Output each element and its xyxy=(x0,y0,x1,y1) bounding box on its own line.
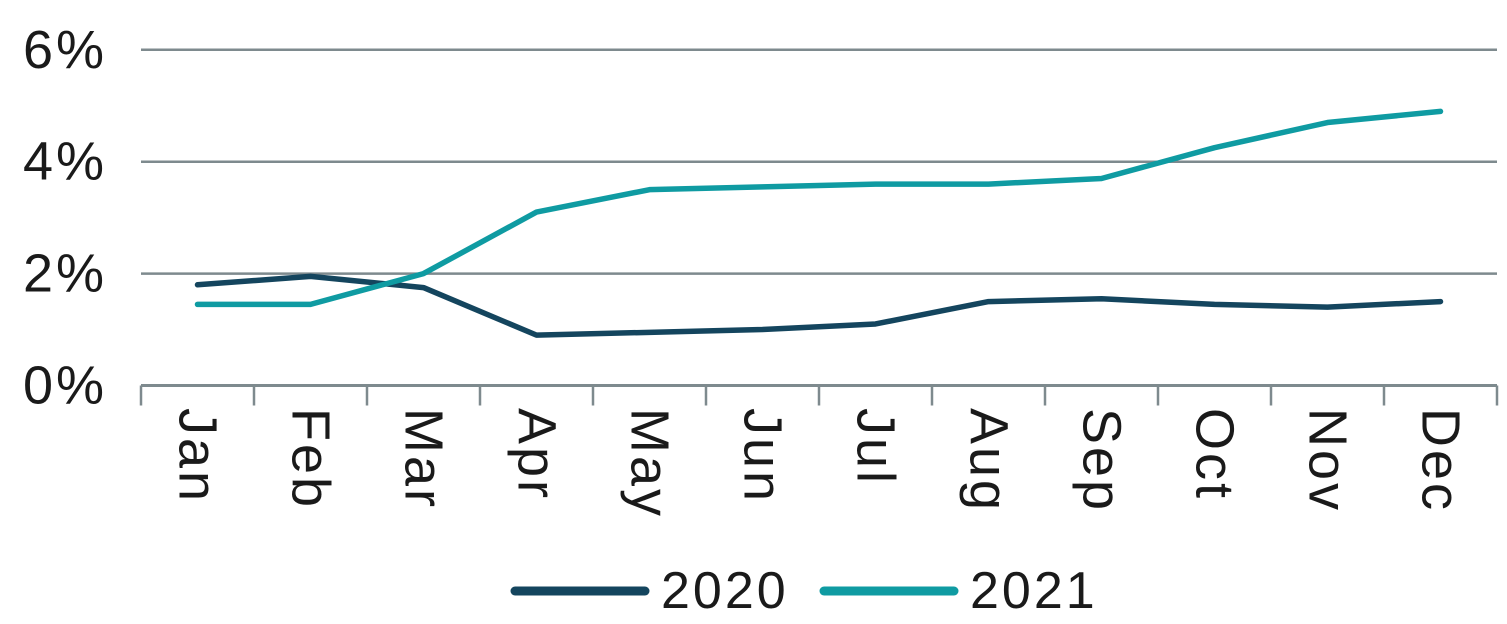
x-tick-label-Jan: Jan xyxy=(168,408,228,504)
x-tick-label-Apr: Apr xyxy=(507,408,567,501)
legend-label-2020: 2020 xyxy=(661,562,789,620)
series-line-2021 xyxy=(194,108,1444,308)
x-tick-label-Jul: Jul xyxy=(846,408,906,486)
x-tick-label-Sep: Sep xyxy=(1072,408,1132,513)
x-tick-label-Jun: Jun xyxy=(733,408,793,504)
legend-label-2021: 2021 xyxy=(970,562,1098,620)
x-tick-label-Nov: Nov xyxy=(1298,408,1358,513)
y-tick-label-6%: 6% xyxy=(23,20,107,80)
x-tick-label-May: May xyxy=(620,408,680,519)
x-tick-label-Oct: Oct xyxy=(1185,408,1245,501)
y-tick-label-4%: 4% xyxy=(23,132,107,192)
series-line-2020 xyxy=(194,273,1444,338)
x-tick-label-Dec: Dec xyxy=(1411,408,1471,513)
y-tick-label-2%: 2% xyxy=(23,244,107,304)
x-tick-label-Feb: Feb xyxy=(281,408,341,510)
y-tick-label-0%: 0% xyxy=(23,356,107,416)
x-tick-label-Aug: Aug xyxy=(959,408,1019,513)
x-tick-label-Mar: Mar xyxy=(394,408,454,510)
